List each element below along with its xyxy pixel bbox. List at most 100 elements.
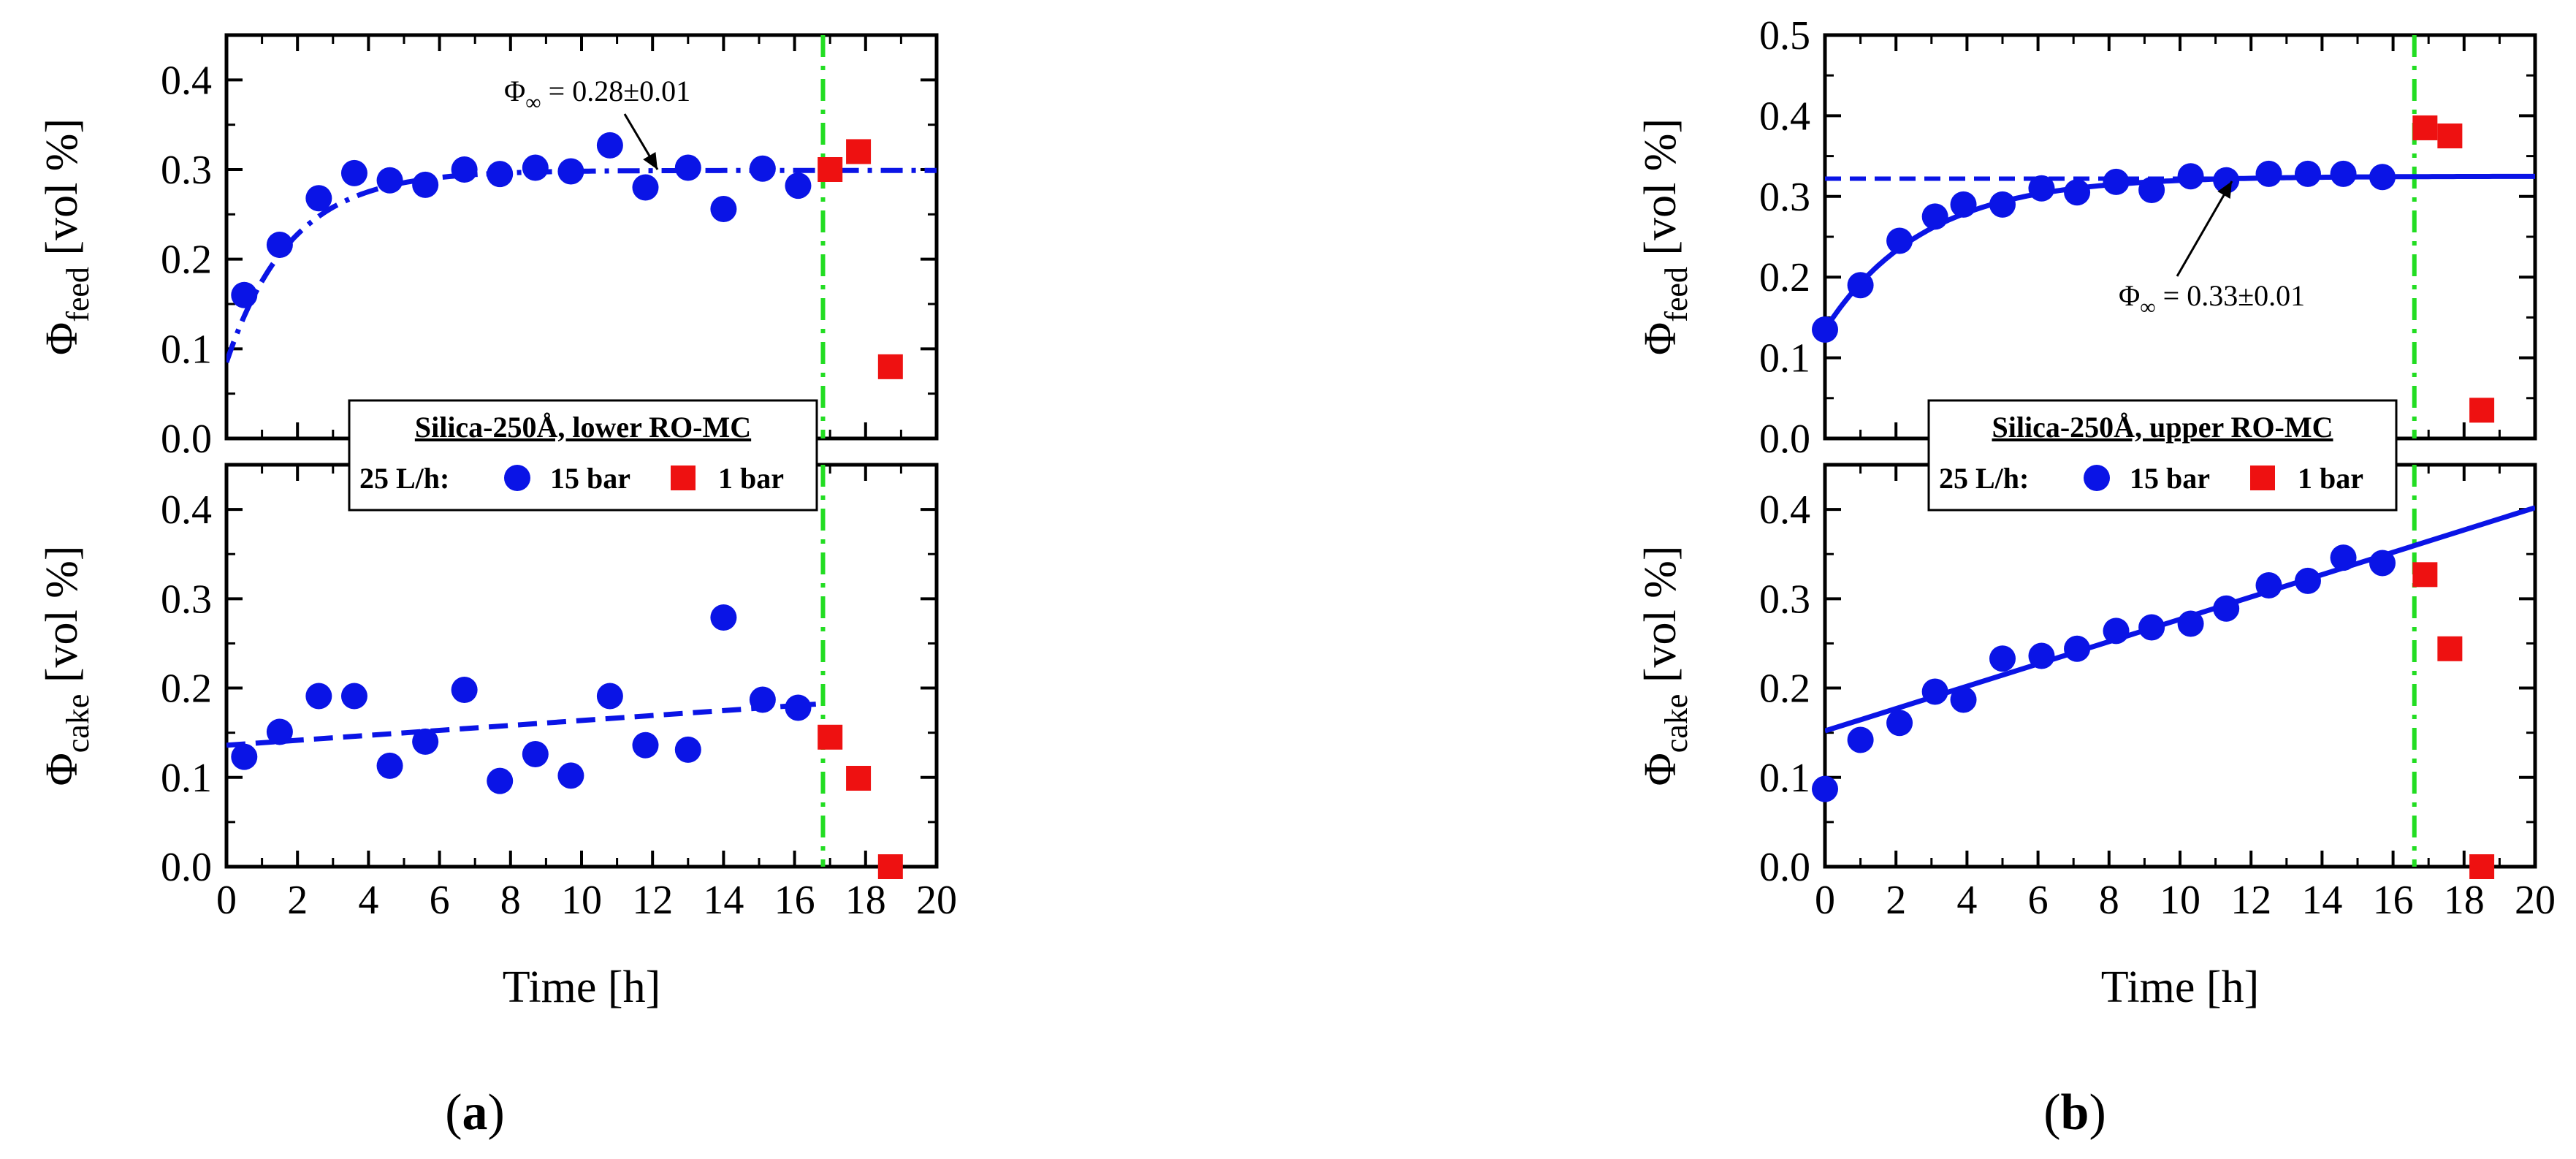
legend-flow-rate: 25 L/h: [1939,462,2029,495]
y-tick-label: 0.5 [1759,13,1810,58]
y-axis-label-symbol: Φ [1636,753,1685,786]
data-point-15bar [2255,572,2282,598]
data-point-15bar [266,718,293,745]
data-point-15bar [340,683,367,710]
legend-marker-15bar [2084,465,2110,491]
data-point-1bar [2412,115,2438,140]
subplot-cake: 0.0 0.1 0.2 0.3 0.4 Φcake [vol %] 0 2 4 6 8 10 12 14 1… [1636,463,2556,1012]
x-tick-label: 18 [2444,878,2485,923]
data-point-15bar [2294,567,2321,594]
data-point-15bar [749,686,776,713]
data-point-1bar [846,766,872,791]
y-axis-label-symbol: Φ [37,753,87,786]
y-tick-label: 0.4 [161,487,212,533]
data-point-15bar [2028,175,2055,202]
x-tick-label: 0 [216,878,237,923]
data-point-15bar [376,752,403,779]
x-tick-label: 20 [916,878,957,923]
legend-title: Silica-250Å, upper RO-MC [1992,411,2333,444]
data-point-15bar [487,767,514,794]
annotation-arrowhead [2217,181,2232,200]
data-point-1bar [2469,398,2495,423]
y-axis-label-subscript: feed [1658,267,1694,322]
legend-flow-rate: 25 L/h: [359,462,449,495]
data-point-15bar [749,155,776,182]
annotation-arrowhead [643,151,658,170]
panel-label-letter: a [462,1084,488,1141]
data-point-15bar [2064,179,2091,206]
x-tick-label: 16 [774,878,815,923]
data-point-15bar [522,154,549,181]
data-point-15bar [710,195,737,222]
y-axis-label-units: [vol %] [37,118,87,267]
annotation-value: = 0.28±0.01 [541,75,691,107]
data-point-15bar [1886,710,1913,737]
data-point-15bar [231,743,258,770]
x-tick-label: 8 [500,878,521,923]
data-point-15bar [2330,160,2357,187]
y-tick-label: 0.1 [161,756,212,801]
data-point-15bar [2177,610,2204,637]
plot-frame [1823,463,2537,869]
subplot-cake: 0.0 0.1 0.2 0.3 0.4 Φcake [vol %] 0 2 4 6 8 10 12 14 1… [37,463,957,1012]
x-tick-label: 18 [845,878,886,923]
data-point-15bar [710,604,737,631]
y-tick-label: 0.3 [161,577,212,622]
y-axis-label-units: [vol %] [1636,545,1685,694]
legend-marker-1bar [671,466,696,490]
data-point-15bar [2255,160,2282,187]
data-point-1bar [877,354,903,379]
data-point-1bar [818,724,843,750]
x-tick-label: 16 [2373,878,2414,923]
data-point-15bar [2213,167,2240,194]
x-axis-label: Time [h] [503,962,660,1012]
data-point-15bar [1812,775,1838,802]
y-tick-label: 0.1 [1759,336,1810,381]
y-tick-label: 0.0 [1759,417,1810,462]
fit-curve [226,167,937,363]
y-tick-label: 0.3 [1759,577,1810,622]
data-point-15bar [557,158,584,185]
annotation-value: = 0.33±0.01 [2156,279,2306,312]
legend-marker-15bar [504,465,530,491]
data-point-15bar [2330,544,2357,571]
data-point-15bar [2369,164,2396,191]
y-tick-label: 0.3 [1759,175,1810,220]
data-point-15bar [674,736,701,763]
y-tick-label: 0.0 [161,845,212,890]
data-point-15bar [487,161,514,188]
data-point-15bar [674,154,701,181]
panel-label: (b) [2043,1084,2106,1141]
panel-label-close: ) [2089,1084,2106,1141]
y-axis-label-symbol: Φ [37,322,87,355]
panel-label: (a) [445,1084,505,1141]
y-tick-label: 0.0 [1759,845,1810,890]
y-tick-label: 0.4 [1759,94,1810,139]
data-point-15bar [2213,595,2240,622]
x-tick-label: 4 [358,878,378,923]
x-tick-label: 20 [2515,878,2556,923]
legend: Silica-250Å, lower RO-MC 25 L/h: 15 bar 1 b… [348,399,818,512]
data-point-1bar [846,139,872,164]
data-point-15bar [305,683,332,710]
x-tick-label: 14 [2301,878,2342,923]
plot-frame [1823,33,2537,441]
x-tick-label: 10 [561,878,602,923]
annotation-arrow [2176,180,2233,277]
data-point-15bar [305,185,332,212]
data-point-15bar [266,232,293,259]
data-point-15bar [340,159,367,186]
y-axis-label-units: [vol %] [37,545,87,694]
data-point-1bar [818,157,843,182]
data-point-15bar [1950,191,1977,218]
phi-infinity-annotation: Φ∞ = 0.28±0.01 [504,75,690,115]
y-axis-label-symbol: Φ [1636,322,1685,355]
x-tick-label: 10 [2160,878,2200,923]
data-point-15bar [1847,272,1874,299]
data-point-15bar [596,132,623,159]
legend-label-15bar: 15 bar [550,462,630,495]
y-tick-label: 0.2 [161,666,212,712]
